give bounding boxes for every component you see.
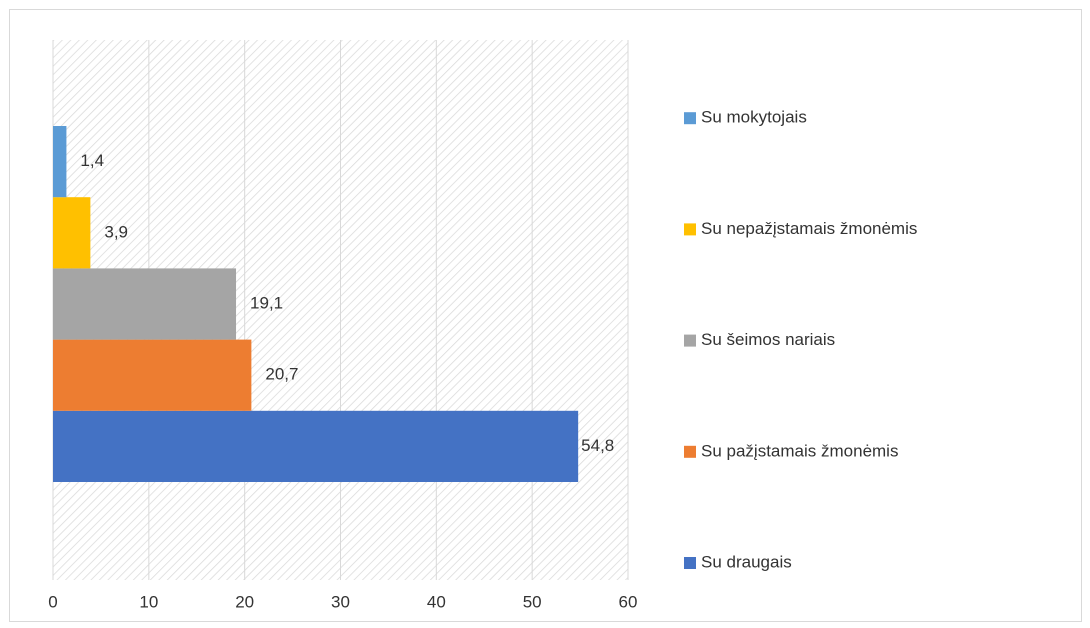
legend-swatch [684, 334, 696, 347]
legend-label: Su mokytojais [701, 108, 807, 127]
x-tick-label: 30 [331, 592, 350, 611]
bar [53, 126, 67, 198]
bar [53, 410, 579, 482]
legend-label: Su nepažįstamais žmonėmis [701, 219, 917, 238]
bar [53, 197, 91, 269]
legend-swatch [684, 112, 696, 125]
x-tick-label: 10 [139, 592, 158, 611]
legend-swatch [684, 557, 696, 569]
legend-label: Su draugais [701, 552, 792, 571]
data-label: 1,4 [80, 151, 104, 170]
legend-swatch [684, 445, 696, 458]
legend-label: Su šeimos nariais [701, 330, 835, 349]
x-tick-label: 20 [235, 592, 254, 611]
data-label: 3,9 [104, 222, 128, 241]
legend-label: Su pažįstamais žmonėmis [701, 441, 898, 460]
legend-swatch [684, 223, 696, 236]
x-tick-label: 0 [48, 592, 57, 611]
bar [53, 268, 237, 340]
x-tick-label: 50 [523, 592, 542, 611]
data-label: 54,8 [581, 436, 614, 455]
x-tick-label: 60 [619, 592, 638, 611]
bar [53, 339, 252, 411]
data-label: 19,1 [250, 293, 283, 312]
x-tick-label: 40 [427, 592, 446, 611]
data-label: 20,7 [265, 365, 298, 384]
